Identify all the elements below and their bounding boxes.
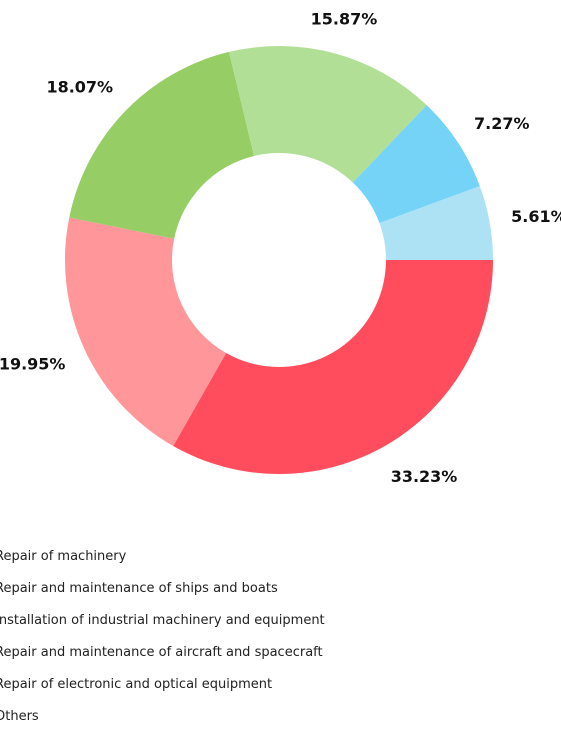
slice-label-4: 7.27% — [474, 114, 530, 133]
donut-slices — [64, 46, 494, 474]
donut-slice-2 — [69, 51, 255, 239]
slice-label-0: 33.23% — [391, 467, 458, 486]
donut-slice-5 — [379, 186, 493, 260]
slice-label-1: 19.95% — [0, 355, 65, 374]
slice-label-2: 18.07% — [46, 77, 113, 96]
donut-slice-4 — [352, 105, 480, 224]
slice-label-3: 15.87% — [311, 10, 378, 29]
slice-label-5: 5.61% — [511, 207, 561, 226]
donut-slice-0 — [173, 260, 494, 474]
donut-slice-3 — [229, 46, 427, 183]
slice-labels: 33.23% 19.95% 18.07% 15.87% 7.27% 5.61% — [0, 10, 561, 487]
donut-slice-1 — [64, 217, 227, 447]
